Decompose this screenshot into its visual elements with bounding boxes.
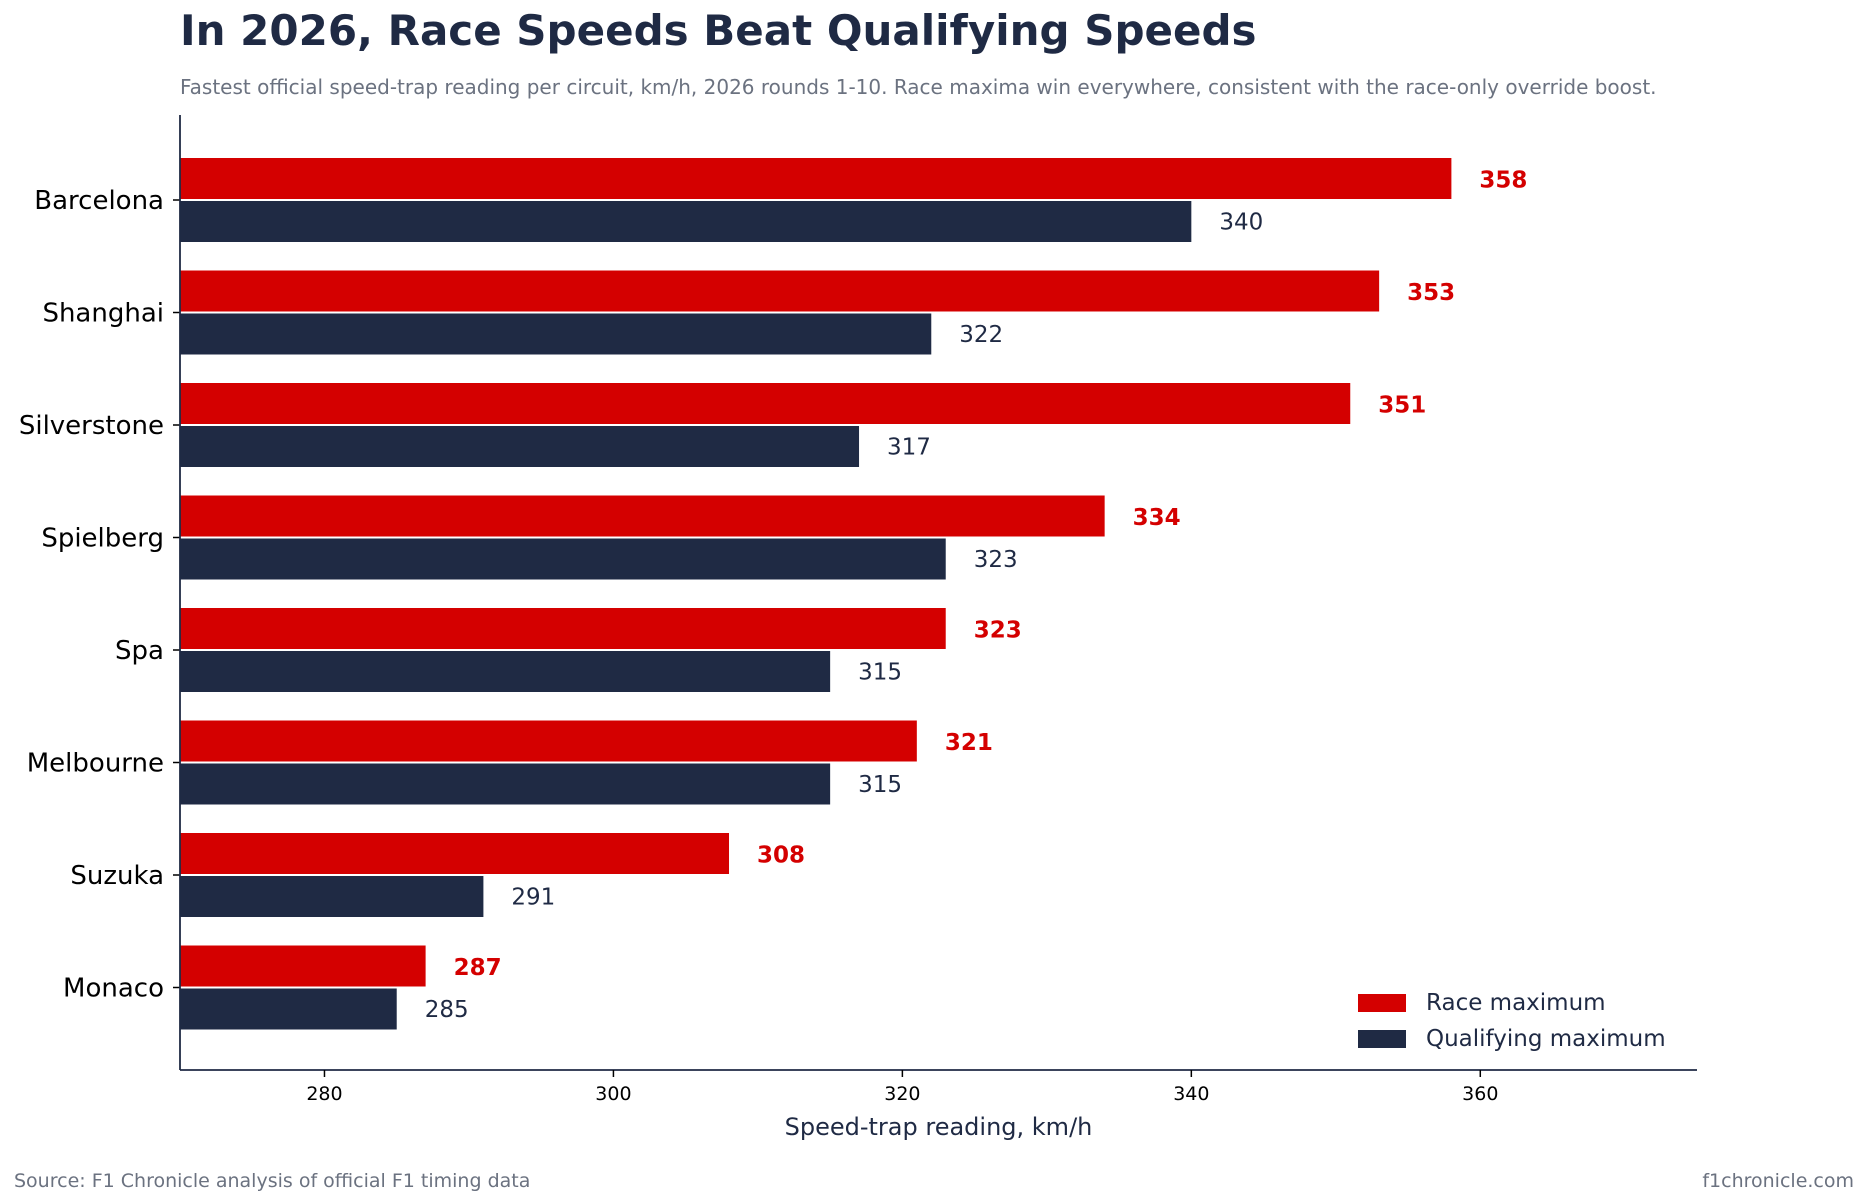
bar-qualifying-suzuka xyxy=(180,876,484,917)
legend-swatch-qualifying xyxy=(1358,1030,1406,1048)
bar-qualifying-melbourne xyxy=(180,763,831,805)
bar-race-barcelona xyxy=(180,158,1452,199)
bar-qualifying-barcelona xyxy=(180,201,1192,242)
x-tick-label-360: 360 xyxy=(1462,1083,1498,1105)
value-label-qualifying-shanghai: 322 xyxy=(959,322,1003,348)
bar-race-shanghai xyxy=(180,270,1380,312)
value-label-race-monaco: 287 xyxy=(454,955,502,981)
category-label-monaco: Monaco xyxy=(63,974,164,1004)
legend-swatch-race xyxy=(1358,994,1406,1012)
category-label-shanghai: Shanghai xyxy=(42,299,164,329)
value-label-race-spa: 323 xyxy=(974,618,1022,644)
legend-item-qualifying: Qualifying maximum xyxy=(1358,1021,1666,1057)
value-label-qualifying-suzuka: 291 xyxy=(511,885,555,911)
value-label-qualifying-barcelona: 340 xyxy=(1219,210,1263,236)
value-label-race-silverstone: 351 xyxy=(1378,393,1426,419)
chart-title: In 2026, Race Speeds Beat Qualifying Spe… xyxy=(180,6,1257,55)
bar-qualifying-silverstone xyxy=(180,426,860,467)
site-credit: f1chronicle.com xyxy=(1702,1170,1854,1192)
bar-qualifying-monaco xyxy=(180,988,397,1030)
value-label-qualifying-melbourne: 315 xyxy=(858,772,902,798)
value-label-qualifying-spielberg: 323 xyxy=(974,547,1018,573)
bar-qualifying-spielberg xyxy=(180,538,946,580)
chart-subtitle: Fastest official speed-trap reading per … xyxy=(180,75,1657,99)
x-tick-label-340: 340 xyxy=(1173,1083,1209,1105)
value-label-qualifying-silverstone: 317 xyxy=(887,435,931,461)
value-label-race-suzuka: 308 xyxy=(757,843,805,869)
category-label-spielberg: Spielberg xyxy=(41,524,164,554)
category-label-suzuka: Suzuka xyxy=(70,861,164,891)
value-label-qualifying-monaco: 285 xyxy=(425,997,469,1023)
x-tick-label-280: 280 xyxy=(306,1083,342,1105)
bar-race-monaco xyxy=(180,945,426,987)
bar-race-spielberg xyxy=(180,495,1105,537)
bar-qualifying-shanghai xyxy=(180,313,932,355)
category-label-spa: Spa xyxy=(115,636,164,666)
bar-race-spa xyxy=(180,608,946,649)
bar-race-suzuka xyxy=(180,833,730,874)
source-note: Source: F1 Chronicle analysis of officia… xyxy=(14,1170,531,1192)
legend-item-race: Race maximum xyxy=(1358,985,1666,1021)
value-label-race-shanghai: 353 xyxy=(1407,280,1455,306)
x-axis-title: Speed-trap reading, km/h xyxy=(785,1113,1093,1141)
legend: Race maximum Qualifying maximum xyxy=(1358,985,1666,1057)
bar-qualifying-spa xyxy=(180,651,831,692)
x-tick-label-320: 320 xyxy=(884,1083,920,1105)
x-tick-label-300: 300 xyxy=(595,1083,631,1105)
value-label-qualifying-spa: 315 xyxy=(858,660,902,686)
legend-label-qualifying: Qualifying maximum xyxy=(1426,1026,1666,1052)
category-label-barcelona: Barcelona xyxy=(34,186,164,216)
value-label-race-melbourne: 321 xyxy=(945,730,993,756)
category-label-silverstone: Silverstone xyxy=(19,411,164,441)
legend-label-race: Race maximum xyxy=(1426,990,1606,1016)
bar-race-silverstone xyxy=(180,383,1351,424)
value-label-race-spielberg: 334 xyxy=(1133,505,1181,531)
bar-race-melbourne xyxy=(180,720,917,762)
category-label-melbourne: Melbourne xyxy=(27,749,164,779)
value-label-race-barcelona: 358 xyxy=(1479,168,1527,194)
